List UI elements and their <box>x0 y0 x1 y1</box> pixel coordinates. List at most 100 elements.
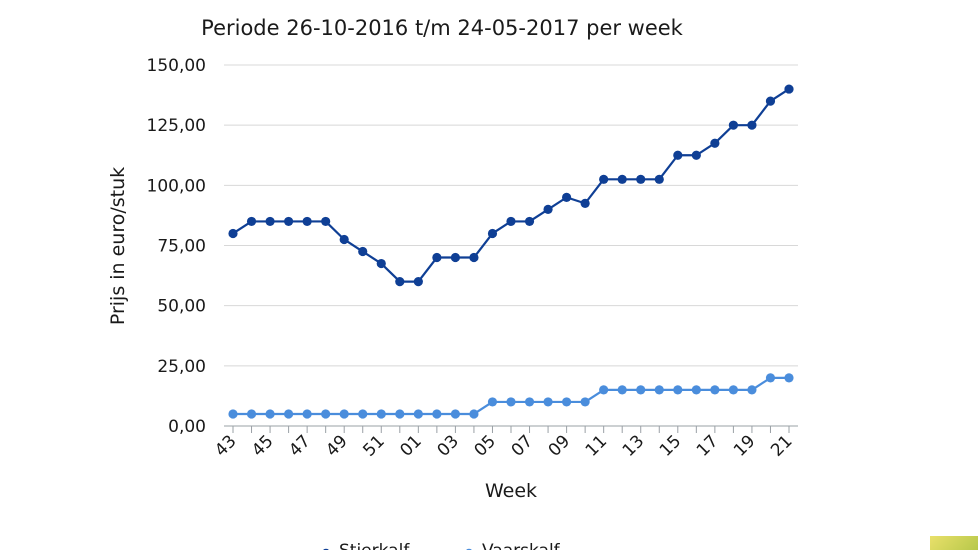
x-tick-label: 09 <box>545 431 574 460</box>
data-point[interactable] <box>302 409 312 419</box>
data-point[interactable] <box>617 385 627 395</box>
data-point[interactable] <box>413 277 423 287</box>
legend-item-stierkalf[interactable]: Stierkalf <box>318 541 410 550</box>
data-point[interactable] <box>321 409 331 419</box>
data-point[interactable] <box>784 84 794 94</box>
x-tick-label: 07 <box>508 431 537 460</box>
data-point[interactable] <box>524 397 535 407</box>
corner-logo <box>930 536 978 550</box>
legend-label: Stierkalf <box>339 541 410 550</box>
x-tick-label: 43 <box>211 431 240 460</box>
data-point[interactable] <box>524 216 535 227</box>
data-point[interactable] <box>246 216 257 227</box>
data-point[interactable] <box>673 150 683 160</box>
data-point[interactable] <box>284 216 294 227</box>
x-tick-label: 01 <box>396 431 425 460</box>
x-axis: 43 45 47 49 51 01 03 05 07 09 11 13 15 17 19 21 <box>211 425 798 461</box>
data-point[interactable] <box>265 409 275 419</box>
y-axis-label: Prijs in euro/stuk <box>107 167 129 325</box>
x-tick-label: 45 <box>248 431 277 460</box>
data-point[interactable] <box>358 246 368 257</box>
data-point[interactable] <box>728 385 739 395</box>
data-point[interactable] <box>228 228 238 239</box>
x-tick-label: 21 <box>767 431 796 460</box>
data-point[interactable] <box>395 277 405 287</box>
data-point[interactable] <box>450 252 460 263</box>
x-tick-label: 05 <box>471 431 500 460</box>
data-point[interactable] <box>617 174 627 184</box>
data-point[interactable] <box>339 409 349 419</box>
chart-title: Periode 26-10-2016 t/m 24-05-2017 per we… <box>201 16 684 40</box>
data-point[interactable] <box>562 397 572 407</box>
data-point[interactable] <box>747 120 757 130</box>
data-point[interactable] <box>543 397 553 407</box>
data-point[interactable] <box>432 409 442 419</box>
data-point[interactable] <box>710 138 720 148</box>
y-tick-label: 25,00 <box>157 357 206 377</box>
y-tick-label: 0,00 <box>168 417 206 437</box>
x-tick-label: 47 <box>285 431 314 460</box>
data-point[interactable] <box>654 174 664 184</box>
data-point[interactable] <box>765 373 776 383</box>
y-tick-label: 50,00 <box>157 297 206 317</box>
data-point[interactable] <box>543 204 553 214</box>
y-tick-label: 150,00 <box>147 56 206 76</box>
data-point[interactable] <box>691 150 701 160</box>
data-point[interactable] <box>784 373 794 383</box>
data-point[interactable] <box>728 120 739 130</box>
data-point[interactable] <box>376 409 386 419</box>
data-point[interactable] <box>673 385 683 395</box>
data-point[interactable] <box>302 216 312 227</box>
legend[interactable]: Stierkalf Vaarskalf <box>318 541 561 550</box>
data-point[interactable] <box>599 385 609 395</box>
y-tick-label: 75,00 <box>157 237 206 257</box>
data-point[interactable] <box>580 198 590 208</box>
data-point[interactable] <box>710 385 720 395</box>
data-point[interactable] <box>376 258 386 269</box>
data-point[interactable] <box>487 397 498 407</box>
data-point[interactable] <box>506 216 516 227</box>
data-point[interactable] <box>265 216 275 227</box>
y-tick-label: 125,00 <box>147 116 206 136</box>
data-point[interactable] <box>246 409 257 419</box>
legend-label: Vaarskalf <box>482 541 561 550</box>
data-point[interactable] <box>469 252 479 263</box>
grid-lines <box>224 64 798 367</box>
x-tick-label: 13 <box>619 431 648 460</box>
data-point[interactable] <box>358 409 368 419</box>
x-tick-label: 17 <box>693 431 722 460</box>
x-axis-label: Week <box>485 480 537 502</box>
data-point[interactable] <box>413 409 423 419</box>
series-stierkalf <box>228 84 794 287</box>
data-point[interactable] <box>580 397 590 407</box>
series-line <box>233 376 789 416</box>
data-point[interactable] <box>562 192 572 202</box>
data-point[interactable] <box>284 409 294 419</box>
data-point[interactable] <box>228 409 238 419</box>
data-point[interactable] <box>691 385 701 395</box>
x-tick-label: 11 <box>582 431 611 460</box>
data-point[interactable] <box>765 96 776 106</box>
data-point[interactable] <box>599 174 609 184</box>
data-point[interactable] <box>432 252 442 263</box>
series-layer <box>228 84 794 419</box>
x-tick-label: 19 <box>730 431 759 460</box>
data-point[interactable] <box>636 174 646 184</box>
x-tick-label: 03 <box>433 431 462 460</box>
data-point[interactable] <box>339 234 349 245</box>
x-tick-label: 49 <box>322 431 351 460</box>
data-point[interactable] <box>487 228 498 239</box>
data-point[interactable] <box>747 385 757 395</box>
data-point[interactable] <box>321 216 331 227</box>
data-point[interactable] <box>506 397 516 407</box>
data-point[interactable] <box>636 385 646 395</box>
data-point[interactable] <box>469 409 479 419</box>
x-tick-label: 51 <box>359 431 388 460</box>
legend-item-vaarskalf[interactable]: Vaarskalf <box>461 541 561 550</box>
data-point[interactable] <box>654 385 664 395</box>
data-point[interactable] <box>395 409 405 419</box>
data-point[interactable] <box>450 409 460 419</box>
y-axis-tick-labels: 0,00 25,00 50,00 75,00 100,00 125,00 150,00 <box>147 56 206 437</box>
x-tick-label: 15 <box>656 431 685 460</box>
